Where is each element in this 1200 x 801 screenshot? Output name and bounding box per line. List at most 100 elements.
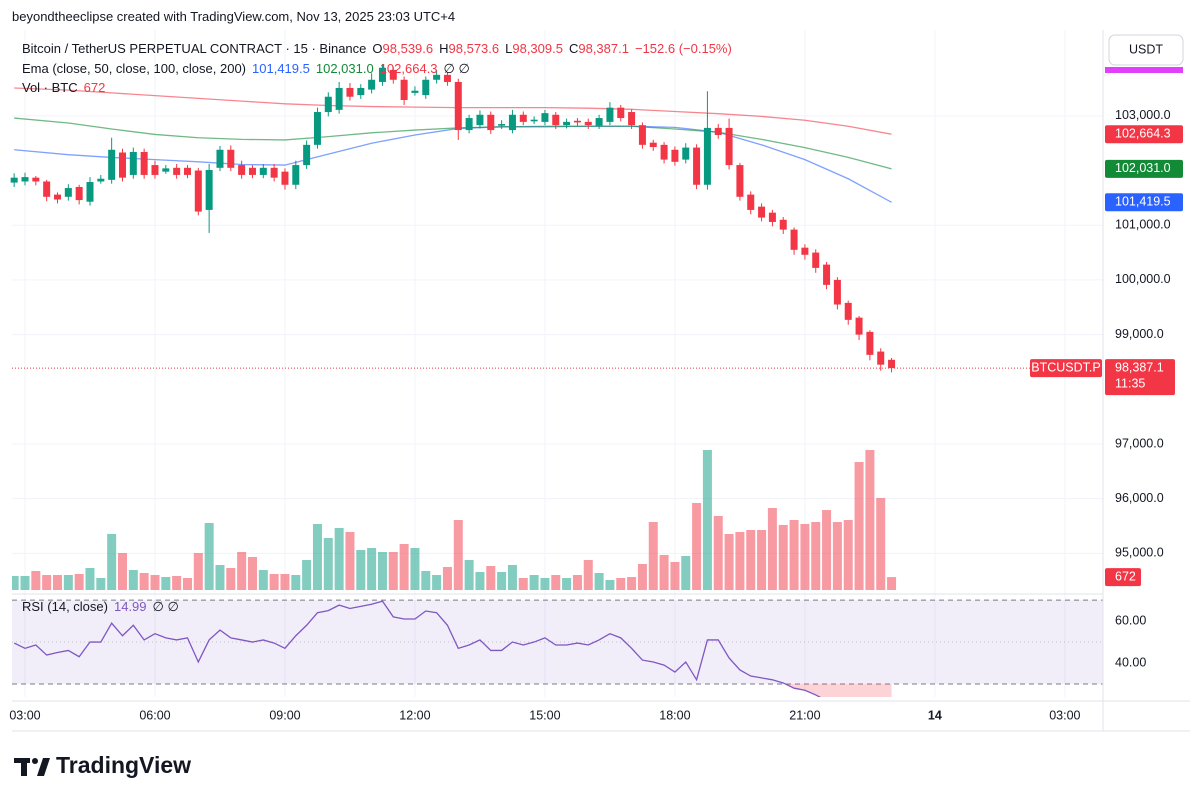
candle-body [151,165,159,175]
x-tick-label: 15:00 [529,708,560,722]
volume-bar [85,568,95,590]
volume-bar [302,560,312,590]
candle-body [173,167,181,175]
brand-logo [14,758,50,776]
volume-bar [215,565,225,590]
volume-bar [399,544,409,590]
ohlc-value: −152.6 (−0.15%) [634,41,732,56]
volume-bar [832,522,842,590]
volume-bar [377,552,387,590]
candle-body [368,79,376,90]
ohlc-value: 98,309.5 [512,41,563,56]
y-tick-label: 101,000.0 [1115,218,1171,232]
volume-bar [410,548,420,590]
candle-body [313,112,321,145]
candle-body [86,182,94,202]
currency-button[interactable] [1108,34,1184,66]
candle-body [454,81,462,131]
candle-body [43,181,51,197]
volume-bar [627,577,637,590]
y-tick-label: 100,000.0 [1115,272,1171,286]
candle-body [552,114,560,126]
candle-body [75,186,83,201]
ohlc-key: L [505,41,513,56]
volume-bar [421,571,431,590]
volume-bar [887,577,897,590]
ema-flags: ∅ ∅ [443,61,470,76]
symbol-tag [1030,359,1102,378]
rsi-tick-label: 40.00 [1115,655,1146,669]
volume-bar [226,568,236,590]
candle-body [238,165,246,175]
price-tag-label: 98,387.1 [1115,360,1164,374]
y-tick-label: 97,000.0 [1115,436,1164,450]
candle-body [422,79,430,96]
volume-bar [594,573,604,590]
volume-bar [778,525,788,590]
rsi-layer [12,599,1103,698]
candle-body [400,79,408,100]
candle-body [866,331,874,355]
symbol-tag-label: BTCUSDT.P [1031,360,1100,374]
volume-bar [280,574,290,590]
volume-bar [63,575,73,590]
rsi-oversold-fill [14,683,892,698]
candle-body [519,114,527,122]
candle-body [725,127,733,166]
volume-name: Vol · BTC [22,80,78,95]
volume-bar [453,520,463,590]
candle-body [508,114,516,131]
volume-bar [811,522,821,590]
candle-body [660,144,668,160]
volume-bar [497,572,507,590]
x-tick-label: 12:00 [399,708,430,722]
volume-bar [681,556,691,590]
volume-bar [551,575,561,590]
volume-layer [12,450,897,590]
rsi-name: RSI (14, close) [22,599,108,614]
volume-bar [269,574,279,590]
candle-body [541,113,549,122]
axis-layer: 03:00 06:00 09:00 12:00 15:00 18:00 21:00 14 03:… [9,108,1183,722]
volume-bar [562,578,572,590]
candle-body [10,177,18,183]
candle-body [498,124,506,126]
ema-value: 101,419.5 [252,61,310,76]
brand-name: TradingView [56,752,191,778]
candle-body [703,127,711,185]
ema-line [14,87,892,135]
rsi-band-fill [12,600,1103,684]
volume-bar [193,553,203,590]
volume-bar [204,523,214,590]
ema-layer [14,87,892,203]
x-tick-label: 09:00 [269,708,300,722]
candle-body [216,149,224,168]
candle-body [779,219,787,230]
ema-tag [1105,159,1183,178]
volume-bar [117,553,127,590]
volume-bar [12,576,19,590]
candle-body [714,127,722,135]
candle-body [693,147,701,185]
volume-bar [746,530,756,590]
grid [12,30,1103,697]
candle-body [248,167,256,175]
candle-body [790,229,798,250]
candle-body [324,96,332,113]
candle-body [118,152,126,178]
candle-body [53,194,61,200]
volume-bar [74,574,84,590]
volume-bar [583,560,593,590]
volume-tag-label: 672 [1115,569,1136,583]
candle-body [595,118,603,126]
volume-bar [367,548,377,590]
volume-bar [670,562,680,590]
volume-bar [475,572,485,590]
volume-bar [182,578,192,590]
y-tick-label: 103,000.0 [1115,108,1171,122]
volume-bar [150,575,160,590]
ohlc-value: 98,539.6 [382,41,434,56]
volume-bar [258,570,268,590]
